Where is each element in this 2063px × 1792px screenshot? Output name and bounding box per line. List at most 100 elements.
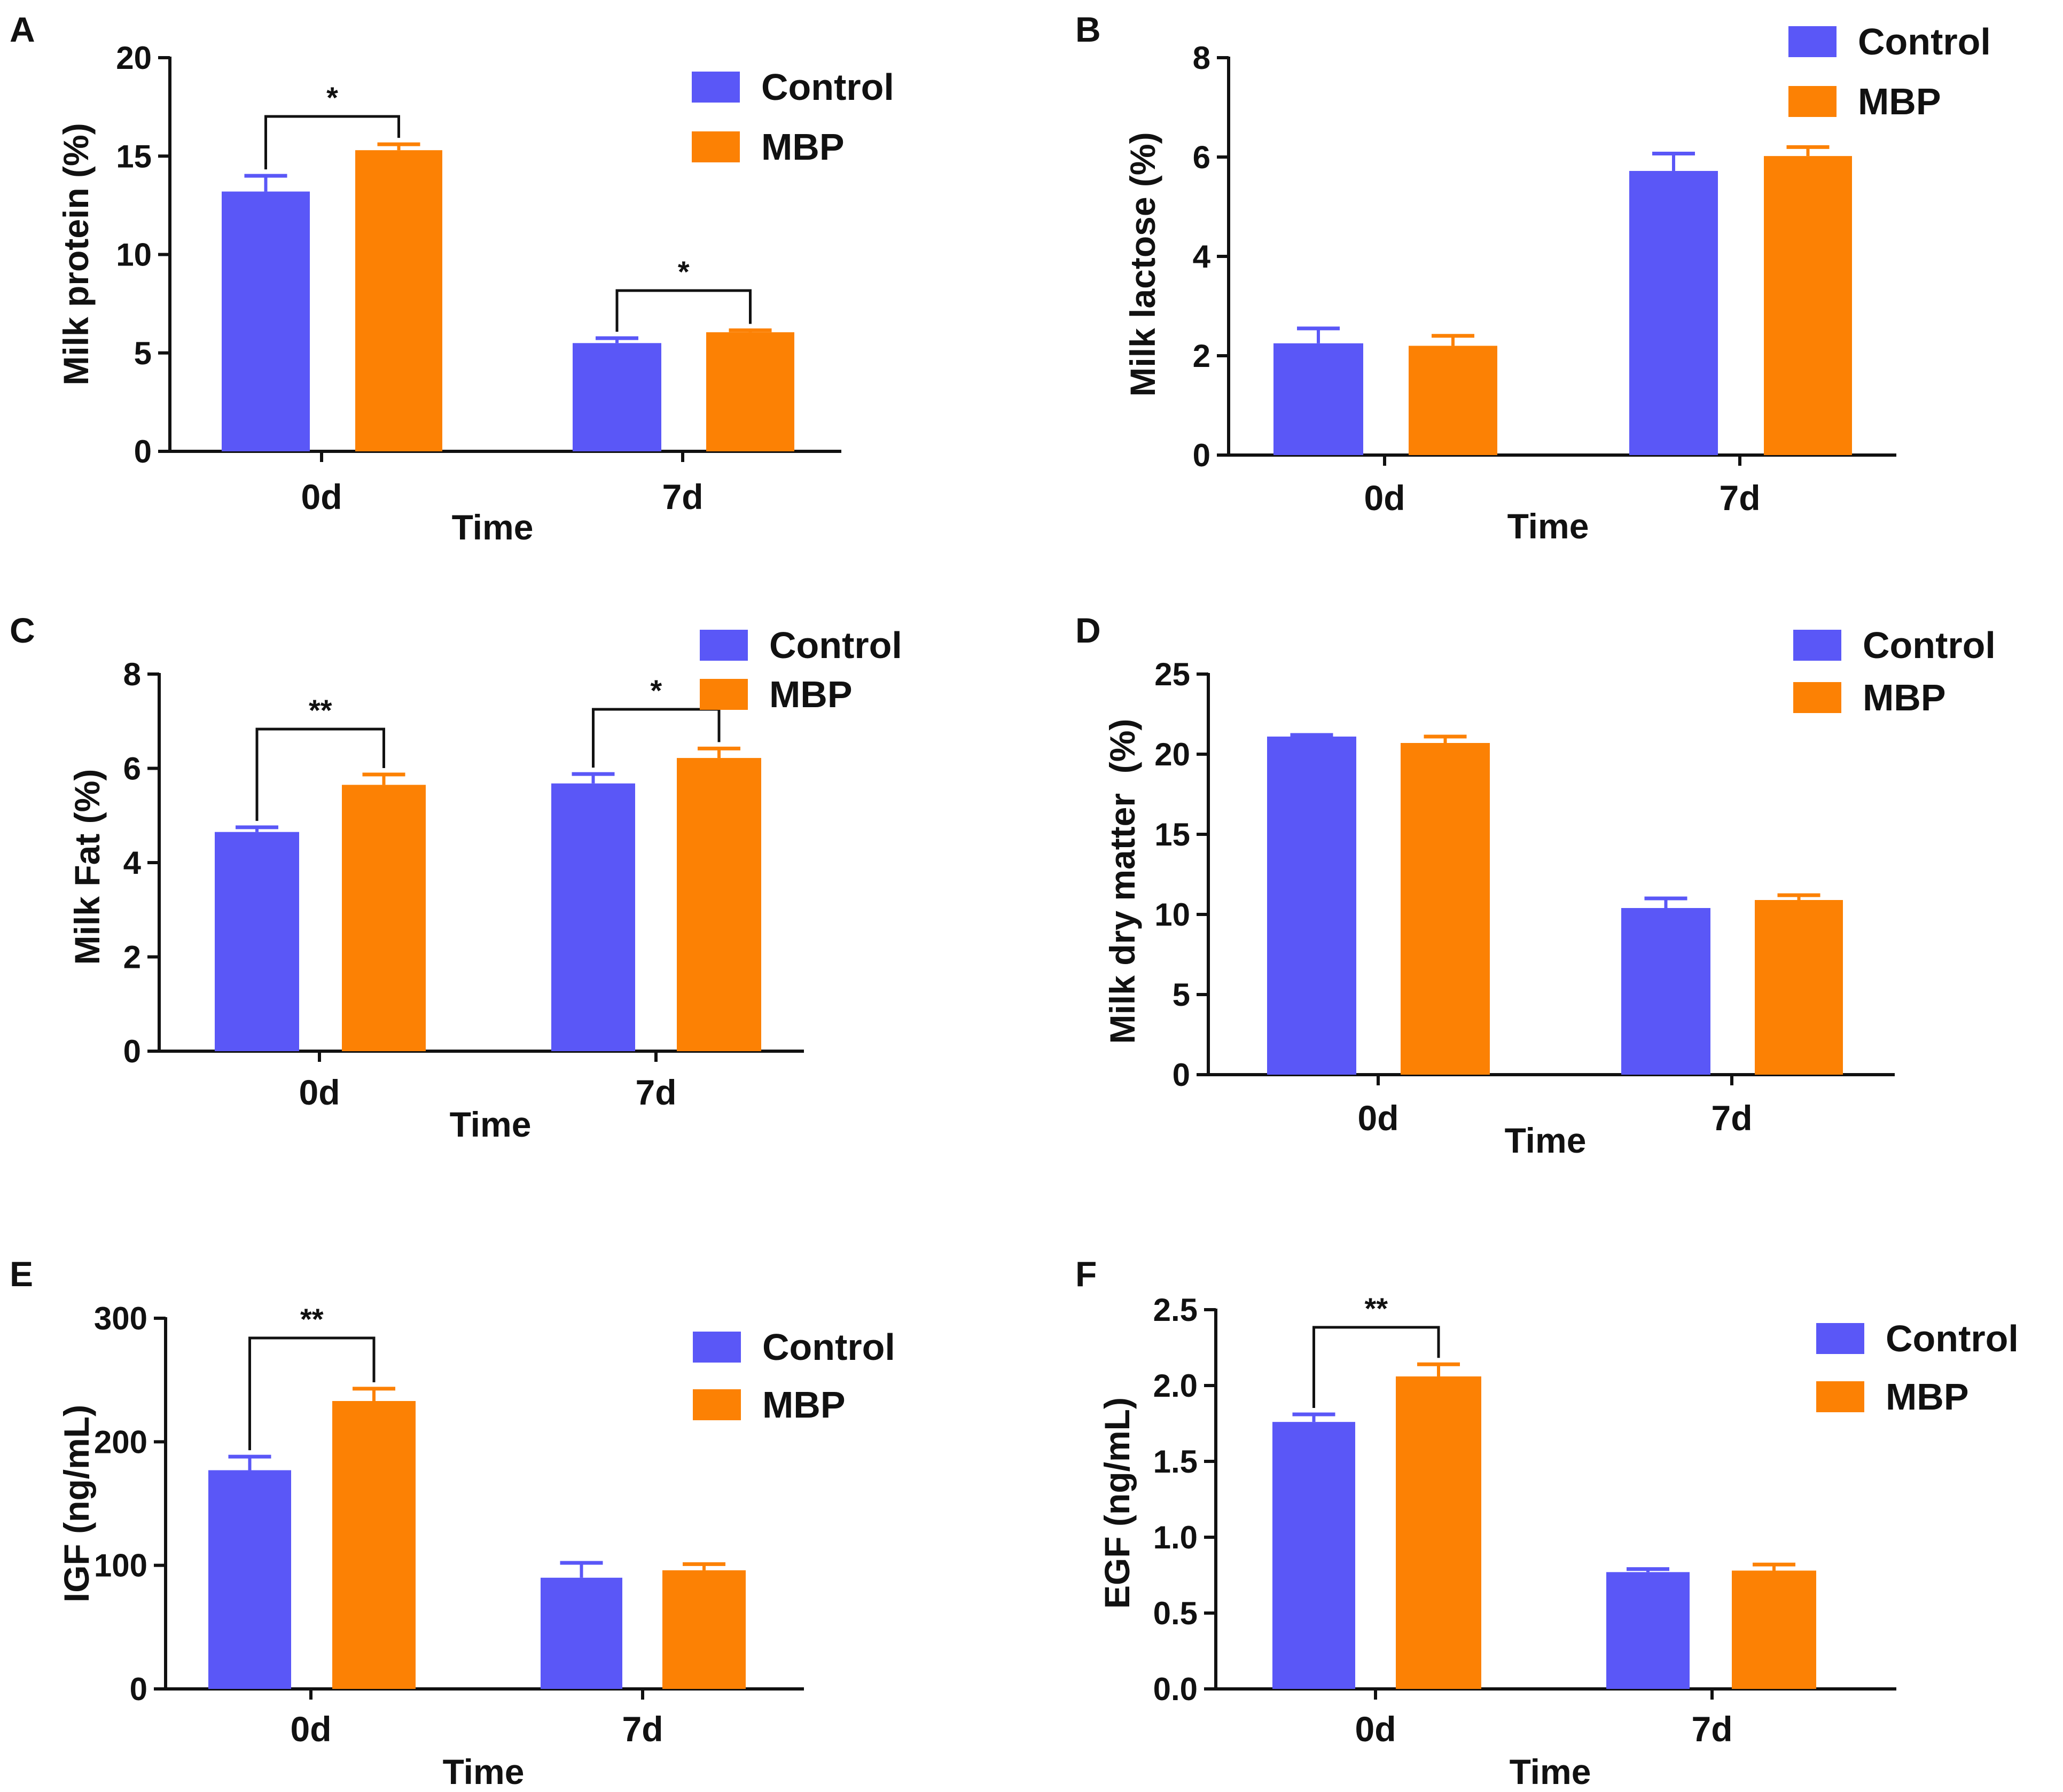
x-axis-title: Time <box>443 1752 525 1791</box>
y-tick-label: 0 <box>134 434 152 469</box>
x-tick-label: 0d <box>301 477 342 517</box>
legend-label-mbp: MBP <box>761 126 845 168</box>
control-bar-0d <box>1272 1422 1355 1689</box>
chart-panel-e: E 0 100 200 300 0d 7d Time IGF (ng/mL) ** Control M… <box>10 1254 895 1791</box>
x-axis-title: Time <box>1510 1752 1591 1791</box>
y-tick-label: 8 <box>1193 40 1210 76</box>
panel-letter: D <box>1075 611 1101 650</box>
legend-label-mbp: MBP <box>762 1384 846 1426</box>
x-tick-label: 0d <box>1364 478 1405 518</box>
y-axis-title: Milk dry matter (%) <box>1103 719 1142 1044</box>
y-tick-label: 0 <box>123 1034 141 1069</box>
x-tick-label: 0d <box>290 1709 331 1749</box>
legend-swatch-mbp <box>700 679 748 710</box>
legend-swatch-mbp <box>1816 1381 1864 1412</box>
legend-label-control: Control <box>761 66 894 108</box>
significance-bracket <box>248 1336 376 1451</box>
legend-label-mbp: MBP <box>1858 81 1941 122</box>
y-tick-label: 2 <box>1193 338 1210 374</box>
legend-label-mbp: MBP <box>769 674 853 715</box>
significance-label: * <box>678 255 690 288</box>
panel-letter: E <box>10 1254 33 1294</box>
y-tick-label: 0 <box>130 1671 147 1707</box>
x-tick-label: 7d <box>1719 478 1760 518</box>
y-tick-label: 4 <box>1193 239 1211 275</box>
legend-swatch-control <box>1816 1323 1864 1354</box>
legend-label-mbp: MBP <box>1886 1376 1969 1418</box>
x-tick-label: 7d <box>662 477 703 517</box>
panel-letter: F <box>1075 1254 1097 1294</box>
legend-swatch-control <box>693 1332 741 1363</box>
y-tick-label: 100 <box>94 1548 147 1584</box>
significance-bracket <box>1312 1326 1440 1408</box>
y-tick-label: 2.0 <box>1153 1368 1198 1404</box>
y-axis-title: Milk protein (%) <box>56 123 96 385</box>
control-bar-0d <box>215 832 299 1051</box>
panel-letter: A <box>10 10 35 49</box>
y-axis-title: IGF (ng/mL) <box>57 1405 96 1602</box>
significance-label: * <box>326 81 338 114</box>
x-tick-label: 0d <box>1355 1709 1396 1749</box>
x-tick-label: 7d <box>1691 1709 1732 1749</box>
y-tick-label: 8 <box>123 656 141 692</box>
y-tick-label: 4 <box>123 845 142 881</box>
significance-bracket <box>255 727 385 821</box>
legend-label-mbp: MBP <box>1863 677 1946 718</box>
x-tick-label: 7d <box>635 1073 676 1112</box>
mbp-bar-7d <box>662 1570 746 1689</box>
mbp-bar-0d <box>332 1400 416 1689</box>
y-tick-label: 300 <box>94 1301 147 1336</box>
legend-swatch-mbp <box>1788 86 1837 117</box>
control-bar-0d <box>222 191 310 451</box>
legend-label-control: Control <box>762 1326 895 1368</box>
y-tick-label: 15 <box>116 138 152 174</box>
control-bar-0d <box>208 1470 291 1689</box>
y-tick-label: 20 <box>1154 737 1190 772</box>
legend-swatch-control <box>1793 630 1841 661</box>
legend-label-control: Control <box>769 624 902 666</box>
mbp-bar-0d <box>355 150 442 451</box>
y-axis-title: Milk Fat (%) <box>67 769 107 965</box>
mbp-bar-7d <box>1755 900 1843 1075</box>
legend-swatch-mbp <box>693 1389 741 1420</box>
legend-swatch-control <box>692 72 740 103</box>
control-bar-7d <box>1629 171 1718 455</box>
control-bar-0d <box>1273 343 1363 455</box>
panel-letter: B <box>1075 10 1101 49</box>
chart-panel-a: A 0 5 10 15 20 0d 7d Time Milk protein (%) * * Contr… <box>10 10 894 547</box>
y-tick-label: 10 <box>1154 897 1190 933</box>
control-bar-7d <box>541 1577 622 1689</box>
control-bar-7d <box>551 783 635 1051</box>
significance-bracket <box>592 708 721 768</box>
legend-label-control: Control <box>1863 624 1996 666</box>
y-tick-label: 2 <box>123 940 141 975</box>
chart-panel-b: B 0 2 4 6 8 0d 7d Time Milk lactose (%) Control MBP <box>1075 10 1991 546</box>
y-tick-label: 6 <box>1193 139 1210 175</box>
mbp-bar-0d <box>1396 1376 1481 1689</box>
y-tick-label: 15 <box>1154 817 1190 852</box>
significance-label: ** <box>1364 1292 1388 1325</box>
significance-label: ** <box>300 1302 324 1336</box>
y-tick-label: 6 <box>123 751 141 787</box>
significance-bracket <box>264 115 400 170</box>
y-tick-label: 1.0 <box>1153 1520 1198 1555</box>
mbp-bar-7d <box>1764 156 1852 455</box>
legend-swatch-control <box>700 630 748 661</box>
y-tick-label: 0 <box>1193 437 1210 473</box>
y-tick-label: 1.5 <box>1153 1444 1198 1480</box>
mbp-bar-0d <box>1409 346 1497 455</box>
y-tick-label: 0 <box>1173 1057 1190 1093</box>
legend-swatch-control <box>1788 26 1837 57</box>
control-bar-7d <box>1621 908 1710 1075</box>
y-axis-title: EGF (ng/mL) <box>1097 1397 1137 1609</box>
mbp-bar-7d <box>1732 1570 1816 1689</box>
chart-panel-d: D 0 5 10 15 20 25 0d 7d Time Milk dry matter (%) Co… <box>1075 611 1996 1160</box>
y-axis-title: Milk lactose (%) <box>1123 132 1162 396</box>
y-tick-label: 0.0 <box>1153 1671 1198 1707</box>
y-tick-label: 5 <box>1173 977 1190 1013</box>
mbp-bar-0d <box>1401 743 1490 1075</box>
mbp-bar-7d <box>706 332 794 451</box>
y-tick-label: 20 <box>116 40 152 76</box>
